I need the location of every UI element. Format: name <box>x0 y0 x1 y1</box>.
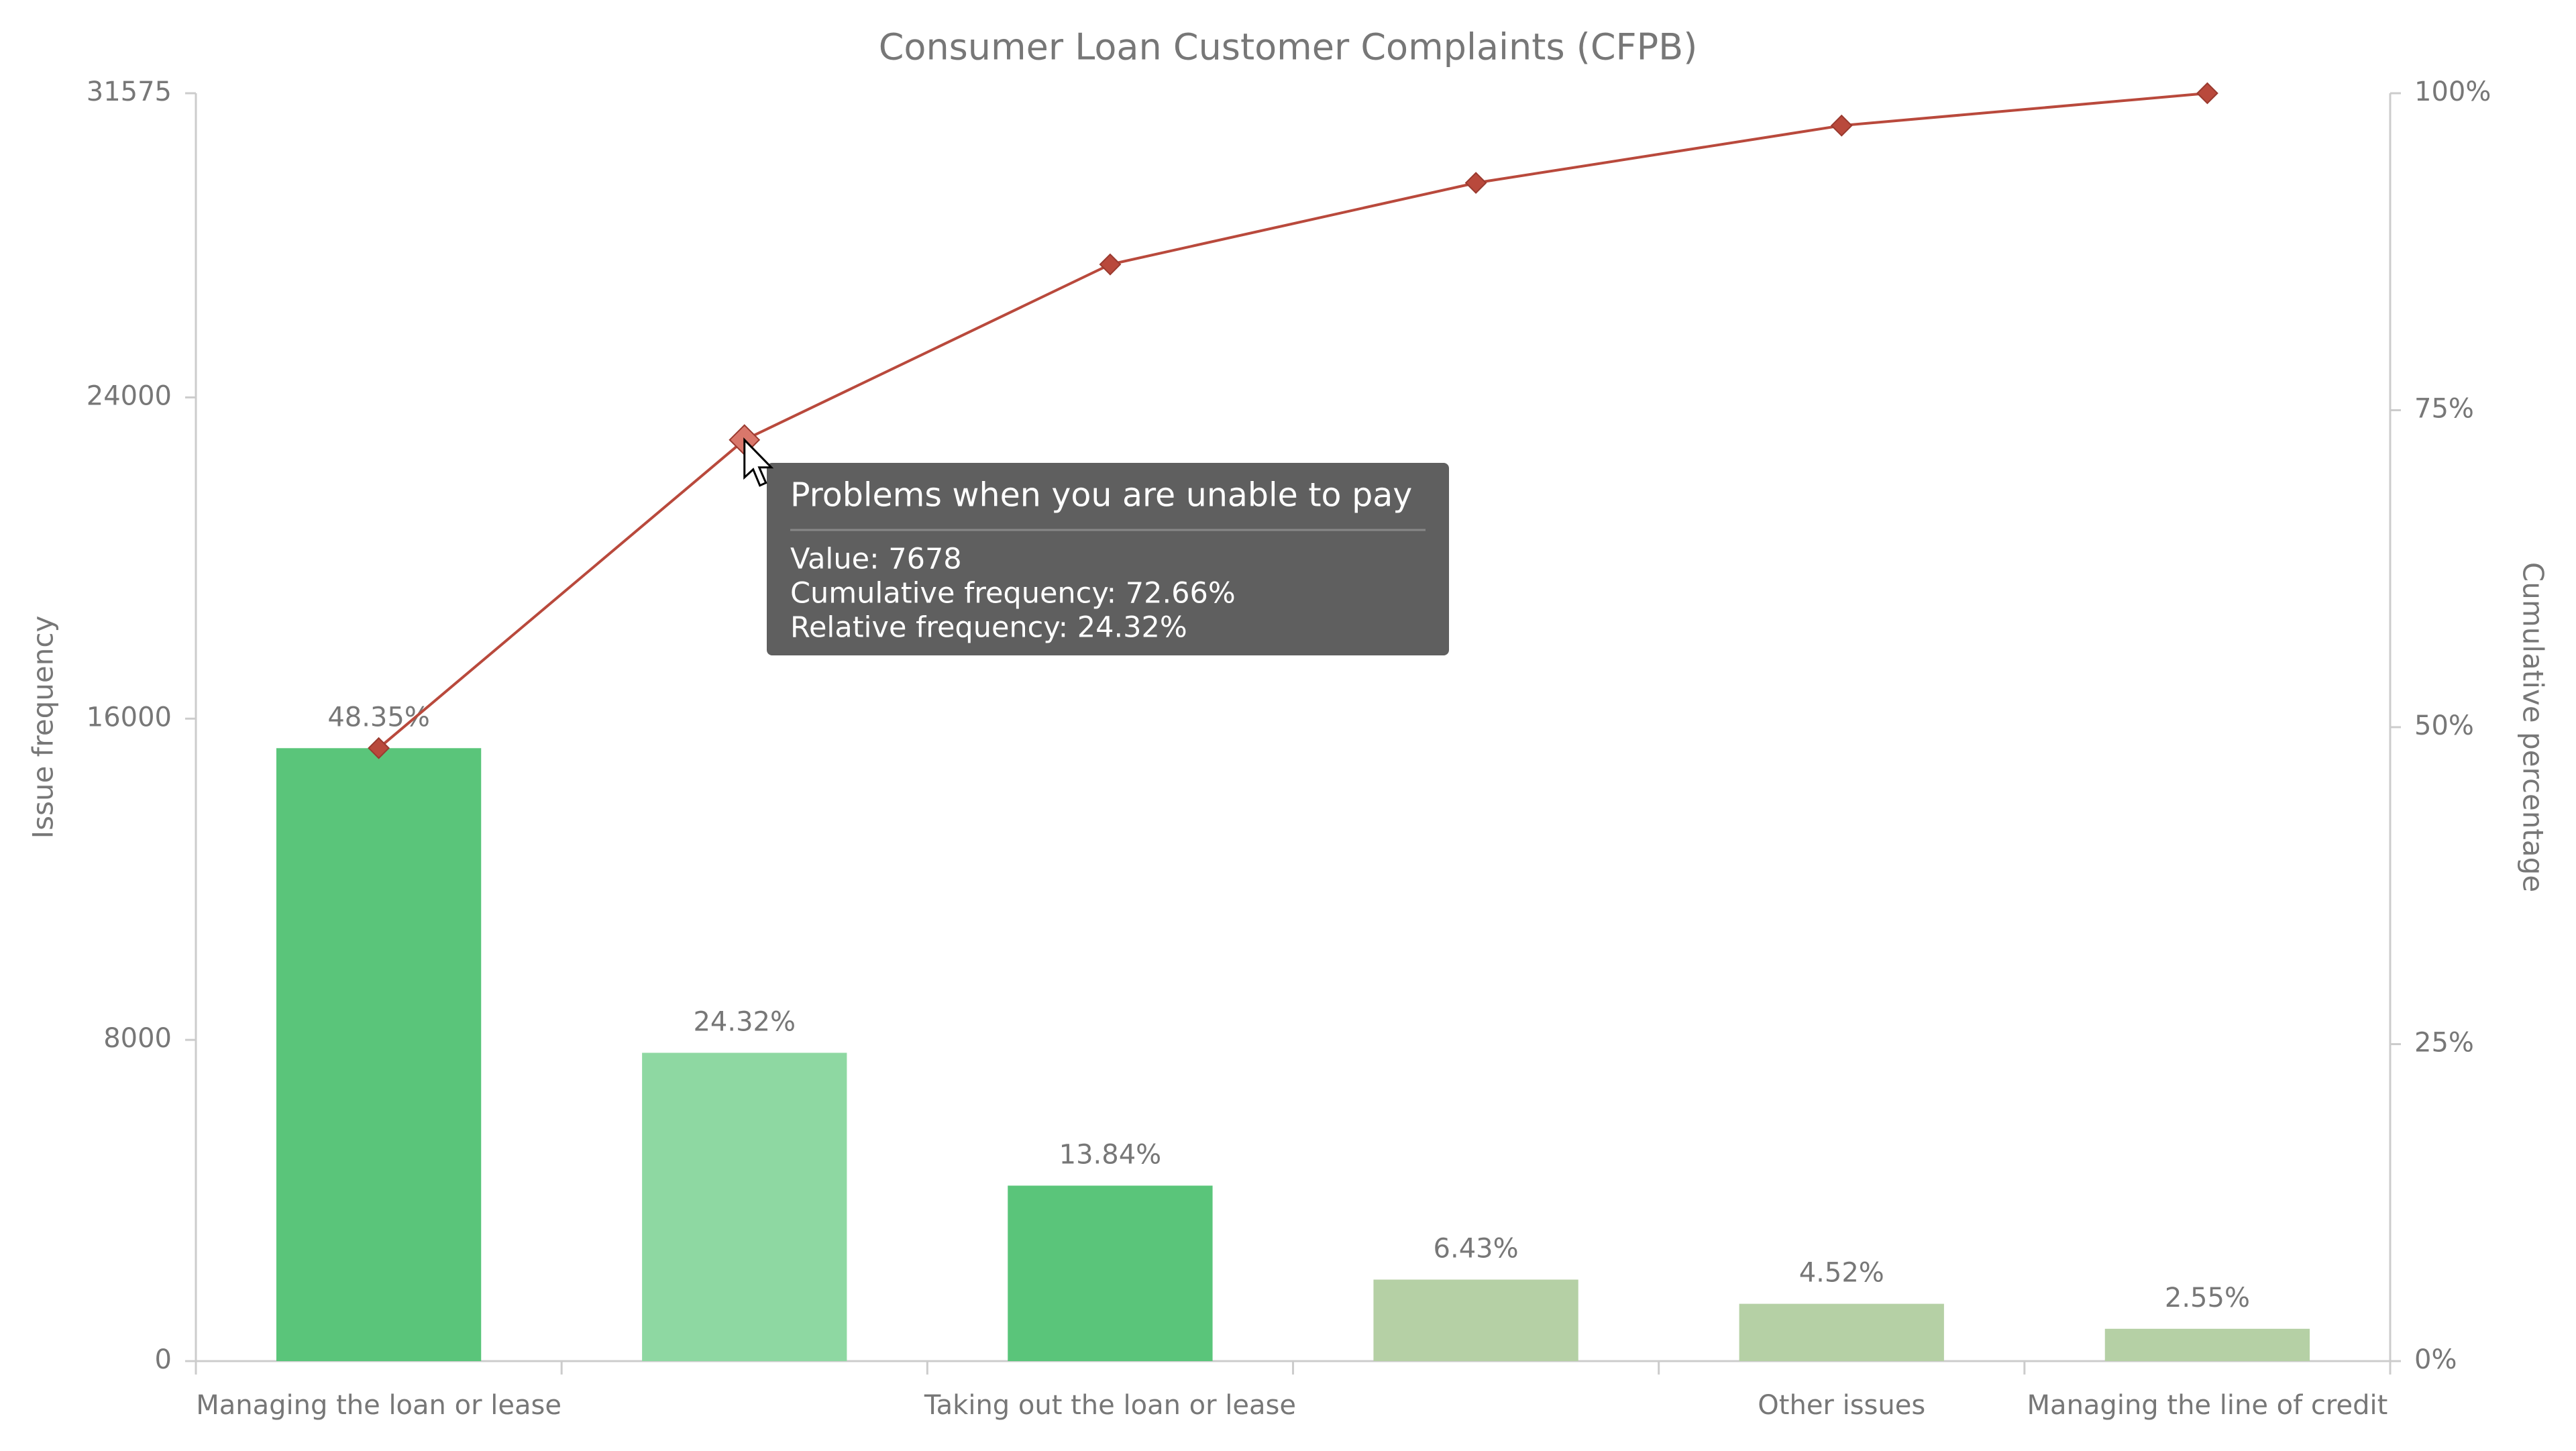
bar <box>1373 1279 1578 1361</box>
bar <box>642 1053 847 1361</box>
data-label: 6.43% <box>1434 1233 1519 1264</box>
cumulative-line <box>378 92 2208 749</box>
y2-tick-label: 50% <box>2414 710 2474 741</box>
line-marker <box>1830 114 1853 137</box>
data-label: 13.84% <box>1059 1139 1162 1170</box>
data-label: 4.52% <box>1799 1258 1884 1289</box>
y-tick-label: 24000 <box>87 380 172 411</box>
y2-tick-label: 75% <box>2414 394 2474 425</box>
data-label: 48.35% <box>327 702 430 733</box>
y2-tick-label: 100% <box>2414 76 2491 107</box>
y-tick-label: 8000 <box>103 1023 172 1054</box>
chart-title: Consumer Loan Customer Complaints (CFPB) <box>879 26 1698 68</box>
bar <box>2104 1328 2310 1361</box>
bar <box>276 748 482 1361</box>
x-tick-label: Other issues <box>1758 1390 1925 1421</box>
tooltip-line: Cumulative frequency: 72.66% <box>790 577 1236 610</box>
tooltip-title: Problems when you are unable to pay <box>790 476 1412 515</box>
y2-tick-label: 0% <box>2414 1344 2457 1375</box>
line-marker <box>1464 172 1487 195</box>
bar <box>1739 1303 1944 1361</box>
tooltip-line: Relative frequency: 24.32% <box>790 611 1187 645</box>
y2-tick-label: 25% <box>2414 1028 2474 1059</box>
x-tick-label: Taking out the loan or lease <box>924 1390 1296 1421</box>
tooltip-line: Value: 7678 <box>790 543 962 576</box>
y-tick-label: 16000 <box>87 702 172 733</box>
x-tick-label: Managing the line of credit <box>2027 1390 2388 1421</box>
y-axis-label: Issue frequency <box>27 616 60 839</box>
cursor <box>743 437 774 487</box>
y2-axis-label: Cumulative percentage <box>2517 562 2550 892</box>
line-marker <box>2196 82 2218 105</box>
y-tick-label: 31575 <box>87 76 172 107</box>
y-tick-label: 0 <box>155 1344 172 1375</box>
tooltip-box <box>767 463 1449 655</box>
data-label: 24.32% <box>693 1006 796 1037</box>
bar <box>1008 1185 1213 1361</box>
line-marker <box>368 737 390 759</box>
tooltip: Problems when you are unable to pay Value… <box>767 463 1449 655</box>
x-tick-label: Managing the loan or lease <box>196 1390 561 1421</box>
line-marker <box>1099 253 1122 276</box>
data-label: 2.55% <box>2165 1283 2250 1313</box>
